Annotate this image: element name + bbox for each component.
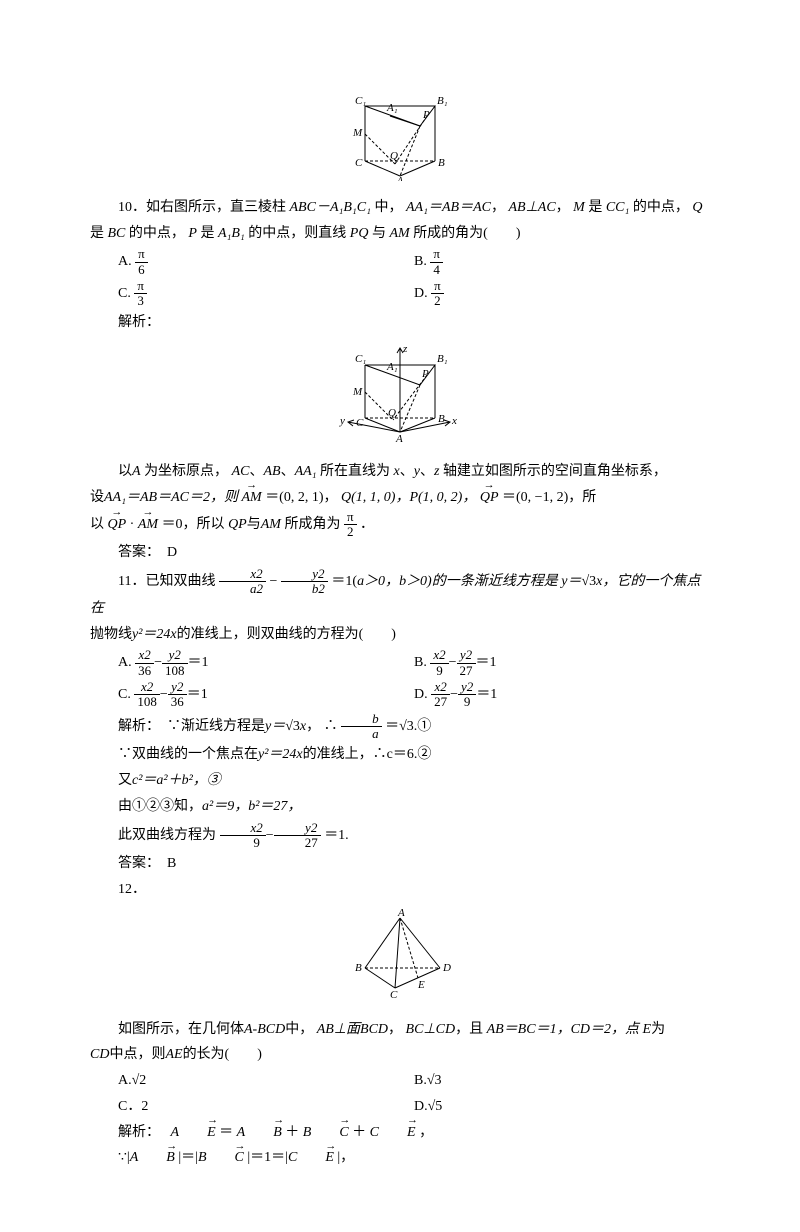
q10-choices-row1: A. π6 B. π4 — [118, 247, 710, 277]
svg-text:A: A — [397, 908, 405, 919]
q12-figure: A B C D E — [90, 908, 710, 1012]
svg-text:Q: Q — [388, 407, 396, 419]
svg-text:P: P — [422, 109, 430, 121]
svg-text:z: z — [402, 343, 408, 355]
svg-text:P: P — [421, 368, 429, 380]
q12-sol-2: ∵|AB |＝|BC |＝1＝|CE |， — [90, 1146, 710, 1170]
vec-am: AM — [241, 486, 261, 510]
opt-d-label: D. — [414, 286, 428, 301]
q11-stem-line2: 抛物线y²＝24x的准线上，则双曲线的方程为( ) — [90, 623, 710, 647]
svg-text:x: x — [451, 415, 457, 427]
q11-answer: 答案： B — [90, 852, 710, 876]
svg-text:A: A — [395, 433, 403, 445]
svg-text:B₁: B₁ — [437, 95, 448, 107]
q11-sol-2: ∵双曲线的一个焦点在y²＝24x的准线上，∴c＝6.② — [90, 743, 710, 767]
svg-text:C₁: C₁ — [355, 353, 366, 365]
opt-a-label: A. — [118, 254, 132, 269]
prism: ABC－A₁B₁C₁ — [290, 200, 372, 215]
q12-stem-1: 如图所示，在几何体A-BCD中， AB⊥面BCD， BC⊥CD，且 AB＝BC＝… — [90, 1018, 710, 1042]
opt-c-label: C. — [118, 286, 131, 301]
svg-text:y: y — [339, 415, 345, 427]
svg-text:M: M — [352, 127, 363, 139]
text: 10．如右图所示，直三棱柱 — [118, 200, 286, 215]
opt-b-label: B. — [414, 254, 427, 269]
q11-sol-3: 又c²＝a²＋b²，③ — [90, 769, 710, 793]
svg-text:A₁: A₁ — [386, 361, 398, 373]
svg-text:E: E — [417, 979, 425, 991]
q10-sol-line3: 以 QP · AM ＝0，所以 QP与AM 所成角为 π2 ． — [90, 510, 710, 540]
q10-stem-line2: 是 BC 的中点， P 是 A₁B₁ 的中点，则直线 PQ 与 AM 所成的角为… — [90, 222, 710, 246]
svg-text:C: C — [390, 989, 398, 1001]
svg-text:A: A — [396, 176, 404, 181]
q12-stem-2: CD中点，则AE的长为( ) — [90, 1043, 710, 1067]
svg-text:B₁: B₁ — [437, 353, 448, 365]
q10-figure-2: C₁ B₁ A₁ P M C B A Q z x y — [90, 340, 710, 454]
q11-sol-4: 由①②③知，a²＝9，b²＝27， — [90, 795, 710, 819]
q12-sol-1: 解析： AE ＝ AB ＋ BC ＋ CE ， — [90, 1121, 710, 1145]
q10-jiexi-label: 解析： — [90, 311, 710, 335]
svg-text:C₁: C₁ — [355, 95, 366, 107]
svg-text:B: B — [438, 157, 445, 169]
q11-sol-1: 解析： ∵渐近线方程是y＝√3x， ∴ ba ＝√3.① — [90, 712, 710, 742]
svg-text:B: B — [355, 962, 362, 974]
q10-sol-line2: 设AA₁＝AB＝AC＝2，则 AM ＝(0, 2, 1)， Q(1, 1, 0)… — [90, 486, 710, 510]
vec-qp: QP — [480, 486, 499, 510]
frac-pi-6: π6 — [135, 247, 148, 277]
q10-answer: 答案： D — [90, 541, 710, 565]
frac-pi-3: π3 — [134, 279, 147, 309]
q10-choices-row2: C. π3 D. π2 — [118, 279, 710, 309]
q11-sol-5: 此双曲线方程为 x29−y227 ＝1. — [90, 821, 710, 851]
svg-text:A₁: A₁ — [386, 102, 398, 114]
q12-choices-row1: A.√2 B.√3 — [118, 1069, 710, 1093]
q11-choices-row2: C. x2108−y236＝1 D. x227−y29＝1 — [118, 680, 710, 710]
svg-text:C: C — [355, 157, 363, 169]
frac-pi-4: π4 — [430, 247, 443, 277]
q12-num: 12． — [90, 878, 710, 902]
svg-text:D: D — [442, 962, 451, 974]
svg-text:M: M — [352, 386, 363, 398]
svg-text:C: C — [356, 417, 364, 429]
q11-choices-row1: A. x236−y2108＝1 B. x29−y227＝1 — [118, 648, 710, 678]
q10-stem-line1: 10．如右图所示，直三棱柱 ABC－A₁B₁C₁ 中， AA₁＝AB＝AC， A… — [90, 196, 710, 220]
q11-stem: 11．已知双曲线 x2a2 − y2b2 ＝1(a＞0，b＞0)的一条渐近线方程… — [90, 567, 710, 620]
q10-figure-1: C₁ B₁ A₁ P M C B A Q — [90, 86, 710, 190]
frac-pi-2: π2 — [431, 279, 444, 309]
svg-text:Q: Q — [390, 150, 398, 162]
svg-text:B: B — [438, 413, 445, 425]
q10-sol-line1: 以A 为坐标原点， AC、AB、AA₁ 所在直线为 x、y、z 轴建立如图所示的… — [90, 460, 710, 484]
